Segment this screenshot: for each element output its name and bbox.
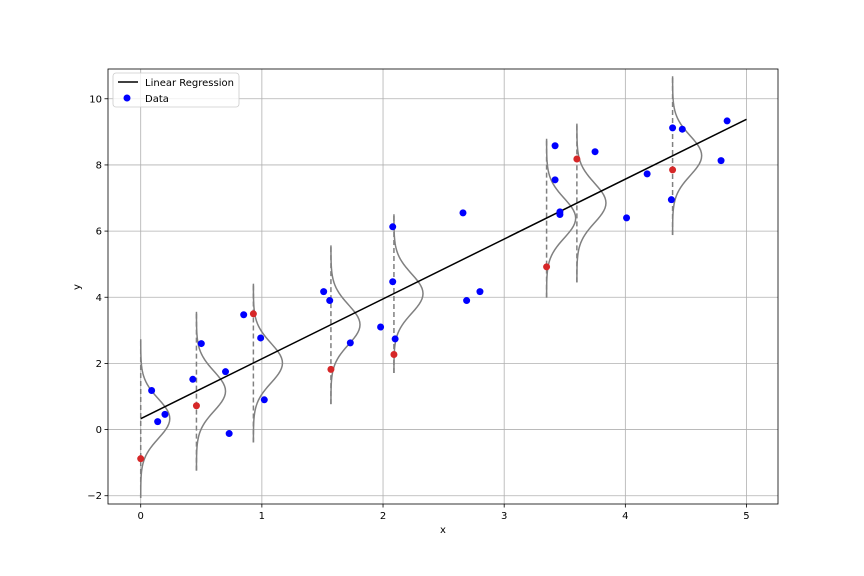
data-point — [225, 430, 233, 438]
highlighted-point — [249, 310, 257, 318]
data-point — [463, 297, 471, 305]
data-point — [623, 214, 631, 222]
x-axis-label: x — [440, 525, 446, 536]
distribution-curve — [330, 245, 361, 405]
data-point — [551, 176, 559, 184]
y-tick-label: 6 — [96, 227, 102, 238]
data-point — [257, 334, 265, 342]
y-tick-label: 4 — [96, 293, 102, 304]
highlighted-point — [669, 166, 677, 174]
data-point — [551, 142, 559, 150]
y-tick-label: −2 — [87, 491, 102, 502]
data-points — [137, 117, 731, 463]
plot-frame — [107, 68, 779, 505]
data-point — [346, 339, 354, 347]
axis-ticks: 0 1 2 3 4 5 −2 0 2 4 6 8 10 — [87, 94, 749, 522]
data-point — [154, 418, 162, 426]
data-point — [222, 368, 230, 376]
data-point — [240, 311, 248, 319]
data-point — [320, 288, 328, 296]
legend-marker-swatch — [123, 94, 131, 102]
legend-label-data: Data — [145, 94, 169, 105]
data-point — [389, 223, 397, 231]
highlighted-point — [327, 365, 335, 373]
legend: Linear Regression Data — [112, 72, 240, 108]
distribution-curve — [139, 339, 171, 499]
data-point — [476, 288, 484, 296]
data-point — [148, 387, 156, 395]
legend-box — [112, 72, 240, 108]
distribution-curve — [671, 76, 703, 236]
y-tick-label: 8 — [96, 160, 102, 171]
data-point — [197, 340, 205, 348]
regression-line-group — [140, 118, 747, 420]
highlighted-point — [192, 402, 200, 410]
y-tick-label: 10 — [89, 94, 102, 105]
highlighted-point — [573, 155, 581, 163]
regression-line — [140, 118, 747, 420]
distribution-curve — [252, 283, 284, 443]
data-point — [667, 196, 675, 204]
distribution-curves — [139, 76, 703, 499]
x-tick-label: 3 — [501, 511, 507, 522]
legend-label-regression: Linear Regression — [145, 78, 234, 89]
data-point — [377, 323, 385, 331]
y-axis-label: y — [72, 284, 83, 290]
data-point — [643, 170, 651, 178]
x-tick-label: 5 — [743, 511, 749, 522]
y-tick-label: 0 — [96, 425, 102, 436]
highlighted-point — [543, 263, 551, 271]
distribution-curve — [545, 138, 577, 298]
x-tick-label: 2 — [380, 511, 386, 522]
data-point — [391, 335, 399, 343]
highlighted-point — [137, 455, 145, 463]
data-point — [669, 124, 677, 132]
data-point — [389, 278, 397, 286]
x-tick-label: 4 — [622, 511, 628, 522]
data-point — [260, 396, 268, 404]
data-point — [717, 157, 725, 165]
distribution-curve — [195, 311, 227, 471]
data-point — [591, 148, 599, 156]
data-point — [161, 410, 169, 418]
x-tick-label: 1 — [259, 511, 265, 522]
highlighted-point — [390, 350, 398, 358]
distribution-curve — [576, 123, 607, 283]
data-point — [326, 297, 334, 305]
y-tick-label: 2 — [96, 359, 102, 370]
data-point — [678, 125, 686, 133]
data-point — [189, 375, 197, 383]
data-point — [723, 117, 731, 125]
data-point — [556, 208, 564, 216]
distribution-curve — [393, 214, 424, 374]
grid-lines — [108, 69, 778, 504]
x-tick-label: 0 — [138, 511, 144, 522]
data-point — [459, 209, 467, 217]
